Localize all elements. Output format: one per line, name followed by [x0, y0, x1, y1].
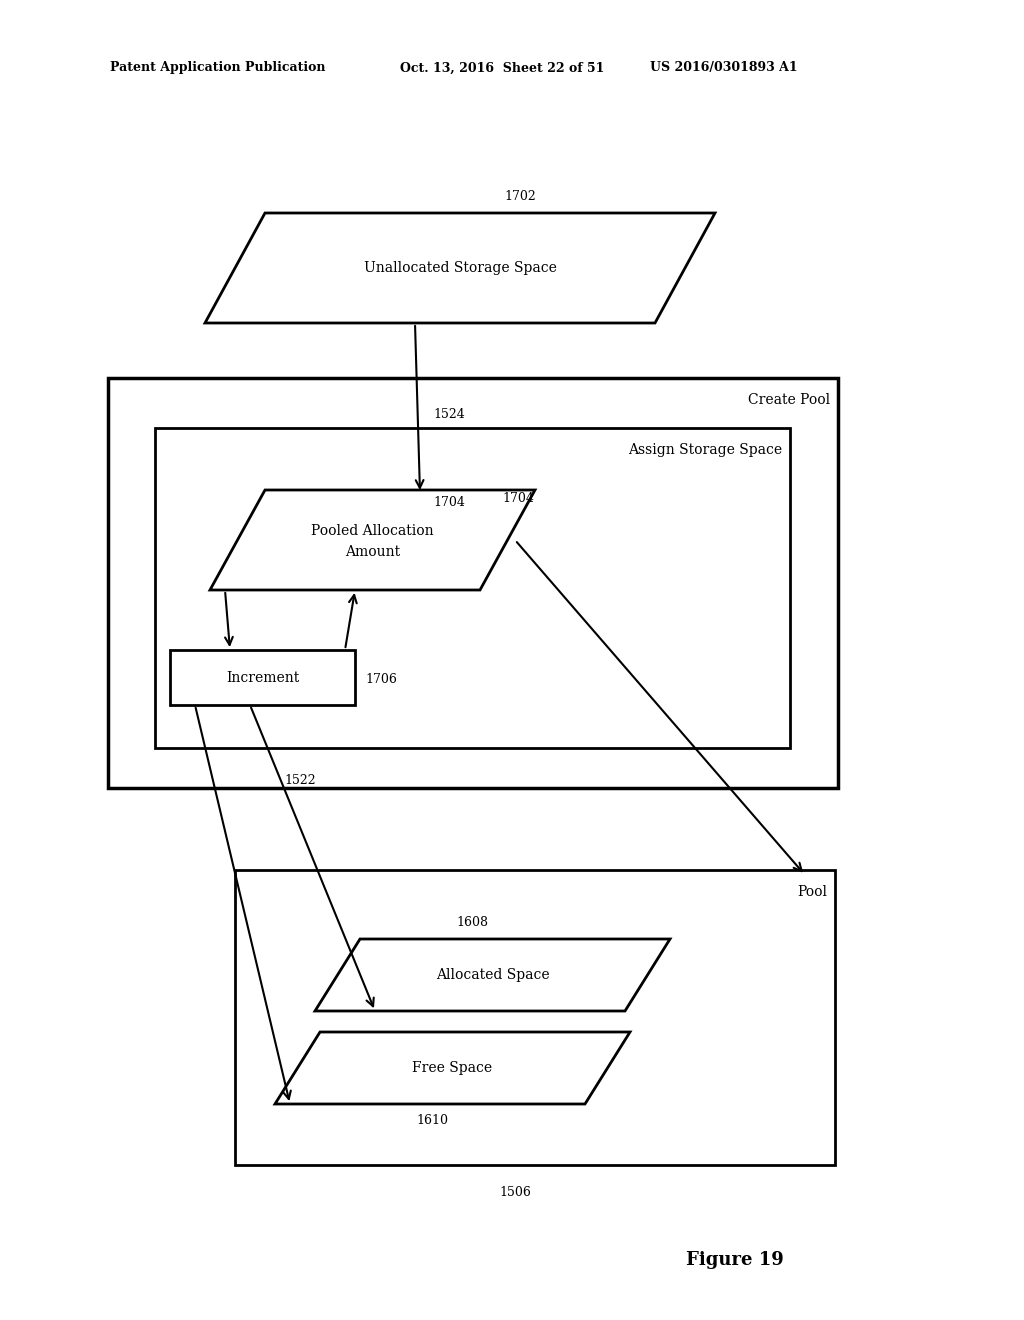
Text: Pool: Pool	[797, 884, 827, 899]
Text: 1702: 1702	[504, 190, 536, 203]
Polygon shape	[275, 1032, 630, 1104]
Text: 1704: 1704	[503, 491, 535, 504]
Bar	[155, 428, 790, 748]
Text: Create Pool: Create Pool	[748, 393, 830, 407]
Text: Pooled Allocation: Pooled Allocation	[311, 524, 434, 539]
Text: Increment: Increment	[226, 671, 299, 685]
Text: Patent Application Publication: Patent Application Publication	[110, 62, 326, 74]
Bar	[234, 870, 835, 1166]
Polygon shape	[315, 939, 670, 1011]
Text: US 2016/0301893 A1: US 2016/0301893 A1	[650, 62, 798, 74]
Bar	[108, 378, 838, 788]
Text: Unallocated Storage Space: Unallocated Storage Space	[364, 261, 556, 275]
Polygon shape	[205, 213, 715, 323]
Text: Allocated Space: Allocated Space	[435, 968, 549, 982]
Text: 1608: 1608	[457, 916, 488, 929]
Bar	[170, 649, 355, 705]
Text: 1522: 1522	[285, 774, 315, 787]
Text: Free Space: Free Space	[413, 1061, 493, 1074]
Text: 1524: 1524	[433, 408, 465, 421]
Text: Amount: Amount	[345, 545, 400, 558]
Text: Assign Storage Space: Assign Storage Space	[628, 444, 782, 457]
Text: 1506: 1506	[499, 1187, 530, 1200]
Text: 1610: 1610	[417, 1114, 449, 1126]
Text: Oct. 13, 2016  Sheet 22 of 51: Oct. 13, 2016 Sheet 22 of 51	[400, 62, 604, 74]
Text: 1704: 1704	[433, 495, 465, 508]
Text: Figure 19: Figure 19	[686, 1251, 784, 1269]
Polygon shape	[210, 490, 535, 590]
Text: 1706: 1706	[365, 673, 397, 686]
